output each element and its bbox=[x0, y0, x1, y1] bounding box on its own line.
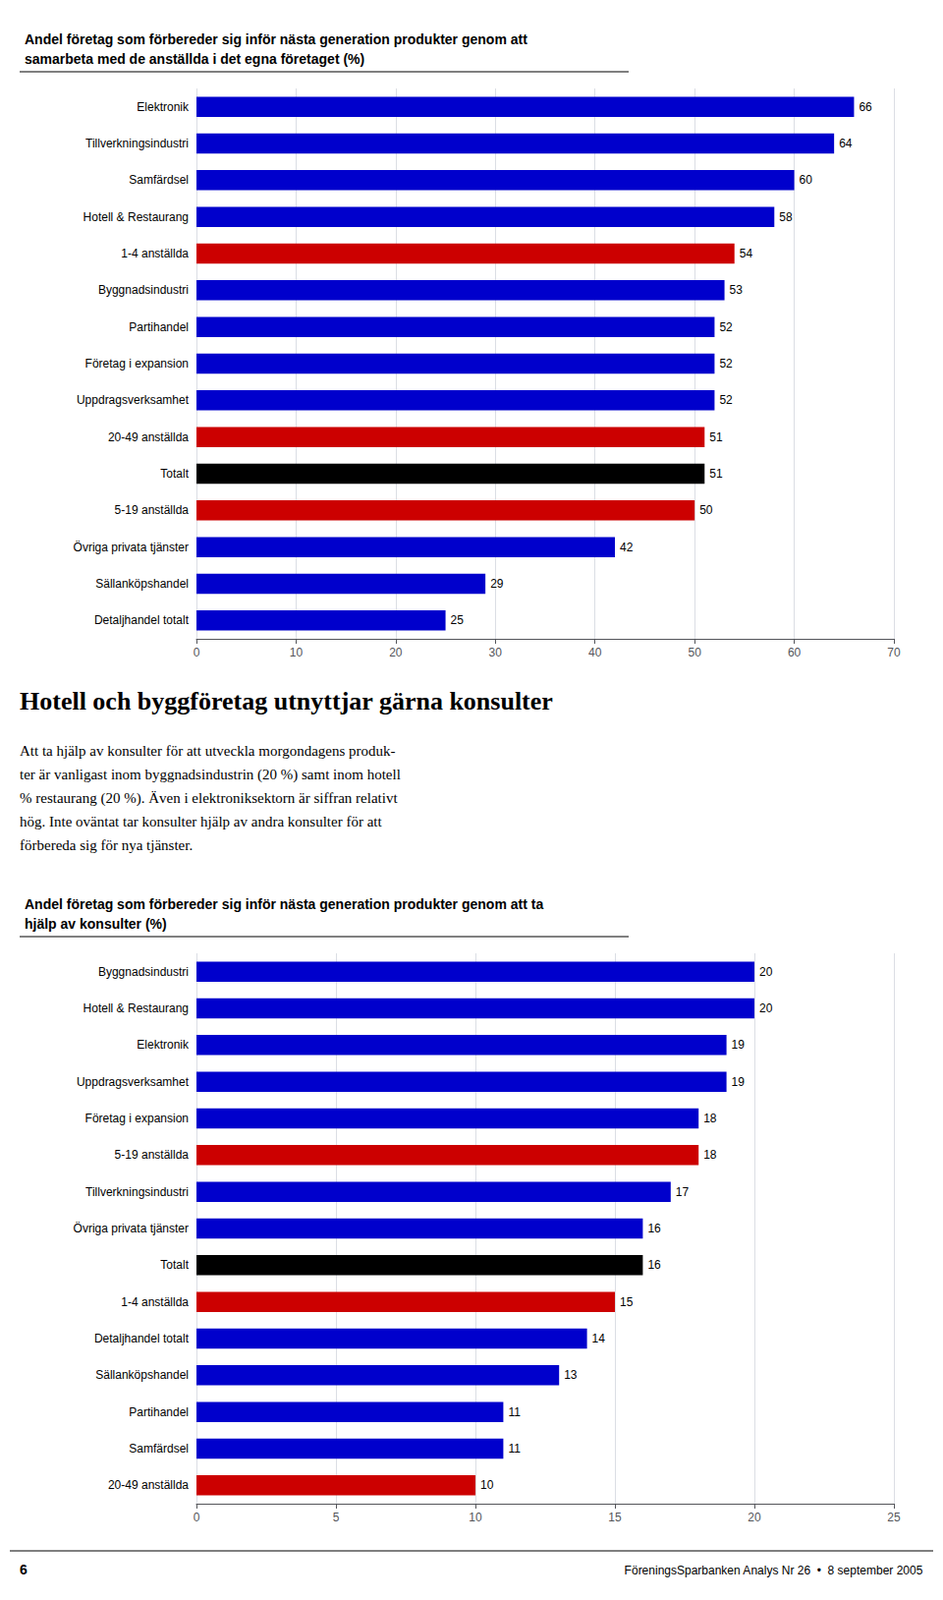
svg-text:20: 20 bbox=[759, 1000, 774, 1015]
svg-text:13: 13 bbox=[563, 1367, 578, 1382]
svg-text:11: 11 bbox=[507, 1404, 521, 1419]
svg-text:20: 20 bbox=[388, 645, 403, 660]
svg-text:50: 50 bbox=[687, 645, 702, 660]
svg-text:Hotell & Restaurang: Hotell & Restaurang bbox=[83, 1000, 189, 1015]
svg-text:0: 0 bbox=[193, 1509, 201, 1524]
svg-text:Partihandel: Partihandel bbox=[128, 320, 189, 334]
svg-text:0: 0 bbox=[193, 645, 201, 660]
svg-text:Företag i expansion: Företag i expansion bbox=[85, 1110, 189, 1125]
svg-text:Sällanköpshandel: Sällanköpshandel bbox=[95, 1367, 189, 1382]
svg-text:Övriga privata tjänster: Övriga privata tjänster bbox=[73, 540, 189, 555]
svg-text:1-4 anställda: 1-4 anställda bbox=[120, 1294, 189, 1309]
svg-text:Uppdragsverksamhet: Uppdragsverksamhet bbox=[76, 392, 190, 407]
svg-text:16: 16 bbox=[647, 1220, 662, 1235]
svg-text:Andel företag som förbereder s: Andel företag som förbereder sig inför n… bbox=[24, 895, 544, 912]
svg-text:10: 10 bbox=[468, 1509, 483, 1524]
svg-text:51: 51 bbox=[709, 430, 723, 444]
svg-text:Totalt: Totalt bbox=[160, 466, 189, 481]
svg-text:10: 10 bbox=[289, 645, 304, 660]
svg-text:29: 29 bbox=[490, 576, 504, 591]
svg-text:Detaljhandel totalt: Detaljhandel totalt bbox=[94, 1331, 190, 1345]
svg-text:64: 64 bbox=[838, 136, 853, 151]
svg-text:52: 52 bbox=[719, 392, 733, 407]
svg-text:52: 52 bbox=[719, 356, 733, 371]
svg-text:Sällanköpshandel: Sällanköpshandel bbox=[95, 576, 189, 591]
svg-text:Företag i expansion: Företag i expansion bbox=[85, 356, 189, 371]
svg-text:förbereda sig för nya tjänster: förbereda sig för nya tjänster. bbox=[19, 836, 193, 853]
svg-text:Hotell & Restaurang: Hotell & Restaurang bbox=[83, 210, 189, 224]
svg-text:16: 16 bbox=[647, 1257, 662, 1272]
svg-text:1-4 anställda: 1-4 anställda bbox=[120, 246, 189, 261]
svg-text:Att ta hjälp av konsulter för: Att ta hjälp av konsulter för att utveck… bbox=[19, 742, 396, 759]
svg-text:50: 50 bbox=[699, 502, 714, 517]
svg-text:hjälp av konsulter (%): hjälp av konsulter (%) bbox=[24, 915, 167, 932]
svg-text:Samfärdsel: Samfärdsel bbox=[128, 172, 189, 187]
svg-text:20-49 anställda: 20-49 anställda bbox=[108, 430, 189, 444]
svg-text:10: 10 bbox=[480, 1477, 495, 1492]
svg-text:FöreningsSparbanken Analys Nr: FöreningsSparbanken Analys Nr 26 • 8 sep… bbox=[624, 1562, 924, 1577]
svg-text:54: 54 bbox=[739, 246, 754, 261]
svg-text:20-49 anställda: 20-49 anställda bbox=[108, 1477, 189, 1492]
svg-text:51: 51 bbox=[709, 466, 723, 481]
svg-text:15: 15 bbox=[619, 1294, 634, 1309]
svg-text:20: 20 bbox=[747, 1509, 762, 1524]
svg-text:42: 42 bbox=[619, 540, 634, 555]
svg-text:Elektronik: Elektronik bbox=[136, 1037, 190, 1052]
svg-text:30: 30 bbox=[489, 645, 503, 660]
svg-text:53: 53 bbox=[729, 282, 744, 297]
svg-text:19: 19 bbox=[731, 1037, 746, 1052]
svg-text:Samfärdsel: Samfärdsel bbox=[128, 1441, 189, 1455]
svg-text:5-19 anställda: 5-19 anställda bbox=[114, 502, 190, 517]
svg-text:25: 25 bbox=[450, 612, 465, 627]
svg-text:ter är vanligast inom byggnads: ter är vanligast inom byggnadsindustrin … bbox=[19, 766, 401, 783]
svg-text:Uppdragsverksamhet: Uppdragsverksamhet bbox=[76, 1074, 190, 1089]
svg-text:40: 40 bbox=[588, 645, 603, 660]
svg-text:5-19 anställda: 5-19 anställda bbox=[114, 1147, 190, 1162]
svg-text:18: 18 bbox=[703, 1147, 718, 1162]
svg-text:Byggnadsindustri: Byggnadsindustri bbox=[98, 282, 189, 297]
svg-text:Hotell och byggföretag utnyttj: Hotell och byggföretag utnyttjar gärna k… bbox=[19, 686, 554, 716]
svg-text:% restaurang (20 %). Även i el: % restaurang (20 %). Även i elektronikse… bbox=[19, 789, 398, 807]
svg-text:Övriga privata tjänster: Övriga privata tjänster bbox=[73, 1220, 189, 1235]
svg-text:20: 20 bbox=[759, 964, 774, 979]
svg-text:17: 17 bbox=[675, 1184, 690, 1199]
svg-text:5: 5 bbox=[332, 1509, 340, 1524]
svg-text:6: 6 bbox=[19, 1560, 28, 1577]
svg-text:Byggnadsindustri: Byggnadsindustri bbox=[98, 964, 189, 979]
svg-text:Elektronik: Elektronik bbox=[136, 100, 190, 114]
svg-text:Tillverkningsindustri: Tillverkningsindustri bbox=[85, 1184, 189, 1199]
svg-text:58: 58 bbox=[778, 210, 793, 224]
svg-text:Partihandel: Partihandel bbox=[128, 1404, 189, 1419]
svg-text:Andel företag som förbereder s: Andel företag som förbereder sig inför n… bbox=[24, 31, 528, 48]
svg-text:Tillverkningsindustri: Tillverkningsindustri bbox=[85, 136, 189, 151]
svg-text:14: 14 bbox=[592, 1331, 607, 1345]
svg-text:15: 15 bbox=[608, 1509, 622, 1524]
svg-text:52: 52 bbox=[719, 320, 733, 334]
svg-text:60: 60 bbox=[787, 645, 802, 660]
svg-text:19: 19 bbox=[731, 1074, 746, 1089]
svg-text:samarbeta med de anställda i d: samarbeta med de anställda i det egna fö… bbox=[24, 51, 365, 67]
svg-text:18: 18 bbox=[703, 1110, 718, 1125]
svg-text:hög. Inte oväntat tar konsulte: hög. Inte oväntat tar konsulter hjälp av… bbox=[19, 813, 383, 830]
svg-text:70: 70 bbox=[887, 645, 901, 660]
svg-text:25: 25 bbox=[887, 1509, 901, 1524]
svg-text:11: 11 bbox=[507, 1441, 521, 1455]
svg-text:66: 66 bbox=[858, 100, 873, 114]
svg-text:Totalt: Totalt bbox=[160, 1257, 189, 1272]
svg-text:60: 60 bbox=[799, 172, 814, 187]
svg-text:Detaljhandel totalt: Detaljhandel totalt bbox=[94, 612, 190, 627]
